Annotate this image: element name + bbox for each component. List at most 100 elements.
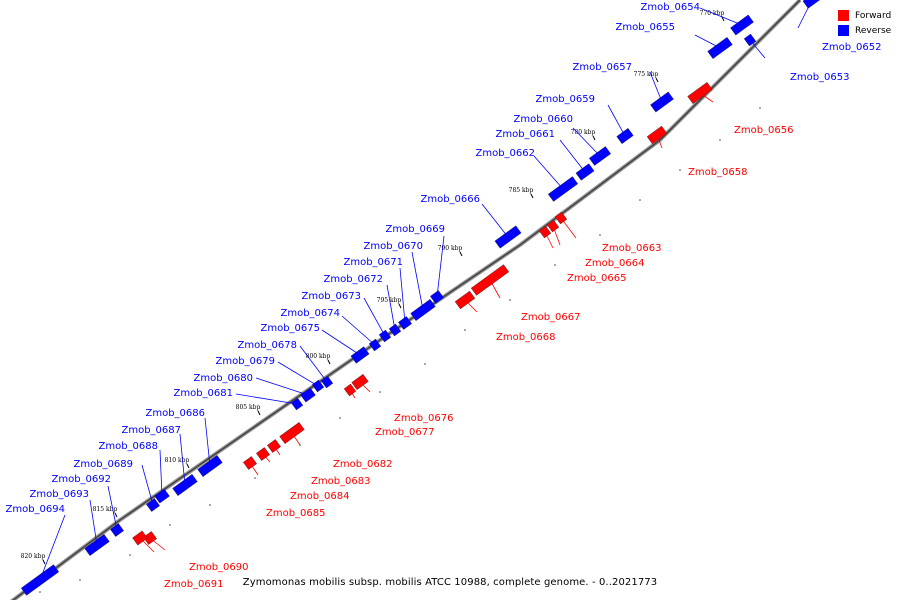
gene-label-Zmob_0654: Zmob_0654 [640,2,700,13]
gene-leader-Zmob_0691 [139,537,155,553]
minor-tick-16 [719,139,721,141]
gene-label-Zmob_0657: Zmob_0657 [572,62,632,73]
gene-leader-Zmob_0694 [39,514,66,581]
gene-leader-Zmob_0658 [656,134,663,149]
minor-tick-2 [129,554,131,556]
minor-tick-4 [209,504,211,506]
gene-leader-Zmob_0686 [204,417,211,467]
gene-leader-Zmob_0676 [359,381,371,393]
gene-leader-Zmob_0679 [277,361,319,387]
minor-tick-11 [509,299,511,301]
gene-leader-Zmob_0671 [399,267,406,324]
gene-label-Zmob_0674: Zmob_0674 [280,308,340,319]
gene-label-Zmob_0656: Zmob_0656 [734,125,794,136]
gene-label-Zmob_0667: Zmob_0667 [521,312,581,323]
gene-label-Zmob_0682: Zmob_0682 [333,459,393,470]
gene-label-Zmob_0677: Zmob_0677 [375,427,435,438]
major-tick-795 [398,303,402,309]
gene-label-Zmob_0678: Zmob_0678 [237,340,297,351]
gene-leader-Zmob_0654 [699,7,743,26]
gene-leader-Zmob_0656 [699,92,714,103]
gene-leader-Zmob_0667 [489,279,501,299]
gene-leader-Zmob_0660 [572,127,601,157]
gene-label-Zmob_0684: Zmob_0684 [290,491,350,502]
gene-leader-Zmob_0687 [179,433,186,486]
gene-label-Zmob_0687: Zmob_0687 [121,425,181,436]
major-tick-805 [257,410,261,416]
gene-label-Zmob_0670: Zmob_0670 [363,241,423,252]
gene-leader-Zmob_0655 [694,34,721,49]
major-tick-785 [530,193,534,199]
major-tick-label-800: 800 kbp [306,353,331,360]
gene-label-Zmob_0669: Zmob_0669 [385,224,445,235]
major-tick-label-770: 770 kbp [700,10,725,17]
gene-label-Zmob_0663: Zmob_0663 [602,243,662,254]
reverse-swatch [838,25,849,36]
minor-tick-17 [759,107,761,109]
gene-label-Zmob_0653: Zmob_0653 [790,72,850,83]
minor-tick-3 [169,524,171,526]
gene-label-Zmob_0691: Zmob_0691 [164,579,224,590]
major-tick-770 [721,16,725,22]
gene-label-Zmob_0692: Zmob_0692 [51,474,111,485]
gene-label-Zmob_0686: Zmob_0686 [145,408,205,419]
legend-forward-label: Forward [855,10,892,21]
gene-leader-Zmob_0688 [159,449,163,497]
gene-label-Zmob_0694: Zmob_0694 [5,504,65,515]
gene-leader-Zmob_0657 [649,71,663,103]
gene-label-Zmob_0666: Zmob_0666 [420,194,480,205]
gene-label-Zmob_0675: Zmob_0675 [260,323,320,334]
gene-leader-Zmob_0680 [255,377,309,396]
gene-leader-Zmob_0678 [299,345,328,383]
legend-reverse-label: Reverse [855,25,892,36]
gene-leader-Zmob_0670 [411,251,424,311]
minor-tick-15 [679,169,681,171]
gene-label-Zmob_0661: Zmob_0661 [495,129,555,140]
minor-tick-8 [379,391,381,393]
major-tick-800 [327,359,331,365]
gene-leader-Zmob_0684 [262,453,271,463]
major-tick-label-810: 810 kbp [165,457,190,464]
gene-leader-Zmob_0690 [149,537,166,551]
minor-tick-0 [39,591,41,593]
gene-label-Zmob_0676: Zmob_0676 [394,413,454,424]
gene-leader-Zmob_0692 [107,485,118,531]
gene-label-Zmob_0685: Zmob_0685 [266,508,326,519]
legend: Forward Reverse [838,8,891,38]
gene-leader-Zmob_0668 [464,299,478,313]
gene-label-Zmob_0693: Zmob_0693 [29,489,89,500]
gene-label-Zmob_0680: Zmob_0680 [193,373,253,384]
gene-label-Zmob_0660: Zmob_0660 [513,114,573,125]
gene-leader-Zmob_0681 [235,393,298,405]
gene-leader-Zmob_0677 [349,389,356,399]
gene-label-Zmob_0679: Zmob_0679 [215,356,275,367]
major-tick-775 [655,77,659,83]
minor-tick-9 [424,363,426,365]
gene-label-Zmob_0673: Zmob_0673 [301,291,361,302]
major-tick-label-775: 775 kbp [634,71,659,78]
gene-label-Zmob_0665: Zmob_0665 [567,273,627,284]
legend-forward: Forward [838,8,891,23]
major-tick-790 [459,251,463,257]
gene-leader-Zmob_0674 [341,315,376,346]
gene-label-Zmob_0681: Zmob_0681 [173,388,233,399]
gene-label-Zmob_0664: Zmob_0664 [585,258,645,269]
gene-leader-Zmob_0661 [559,139,586,173]
forward-swatch [838,10,849,21]
gene-leader-Zmob_0662 [533,155,564,190]
gene-label-Zmob_0658: Zmob_0658 [688,167,748,178]
minor-tick-10 [464,329,466,331]
gene-leader-Zmob_0693 [89,499,98,546]
minor-tick-1 [79,579,81,581]
gene-label-Zmob_0689: Zmob_0689 [73,459,133,470]
minor-tick-12 [554,264,556,266]
major-tick-label-780: 780 kbp [571,129,596,136]
gene-leader-Zmob_0675 [321,329,361,356]
gene-label-Zmob_0655: Zmob_0655 [615,22,675,33]
gene-leader-Zmob_0672 [386,284,396,331]
major-tick-label-785: 785 kbp [509,187,534,194]
minor-tick-5 [254,477,256,479]
gene-label-Zmob_0668: Zmob_0668 [496,332,556,343]
genome-backbone [12,0,801,600]
gene-label-Zmob_0690: Zmob_0690 [189,562,249,573]
